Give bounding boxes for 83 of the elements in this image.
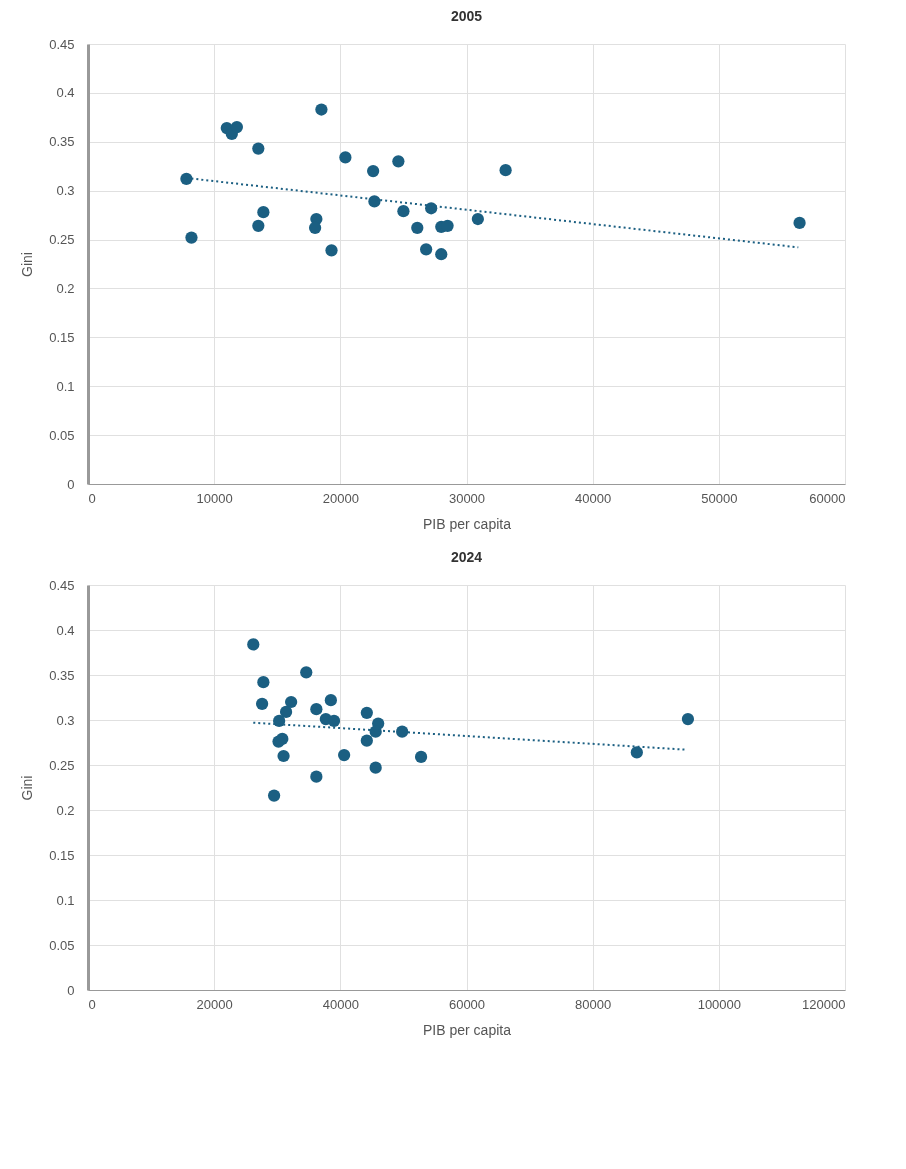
point [279, 705, 293, 719]
chart-title: 2005 [450, 8, 483, 24]
point [185, 231, 198, 244]
point [411, 221, 424, 234]
y-tick-label: 0.4 [56, 622, 75, 638]
point [360, 734, 373, 747]
y-tick-label: 0.05 [49, 937, 75, 953]
point [315, 103, 328, 116]
point [277, 749, 290, 763]
point [471, 212, 484, 226]
x-tick-label: 0 [88, 490, 96, 506]
point [325, 244, 338, 257]
y-tick-label: 0.25 [49, 757, 75, 773]
y-tick-label: 0.1 [56, 378, 75, 394]
point [630, 746, 643, 759]
x-tick-label: 120000 [802, 996, 846, 1012]
x-axis-title: PIB per capita [423, 1021, 512, 1038]
y-axis-title: Gini [19, 252, 36, 277]
point [247, 638, 260, 651]
x-tick-label: 40000 [575, 490, 612, 506]
point [360, 706, 373, 719]
y-axis-title: Gini [19, 775, 36, 801]
point [273, 714, 286, 728]
point [252, 219, 265, 232]
point [257, 206, 270, 219]
x-tick-label: 0 [88, 996, 96, 1012]
point [392, 155, 405, 168]
point [310, 703, 323, 716]
x-tick-label: 60000 [448, 996, 486, 1012]
y-tick-label: 0.2 [56, 280, 75, 296]
y-tick-label: 0.3 [56, 712, 75, 728]
y-tick-label: 0.35 [49, 134, 75, 150]
x-tick-label: 20000 [322, 490, 359, 506]
point [414, 750, 428, 764]
x-tick-label: 20000 [196, 996, 233, 1012]
point [180, 172, 193, 186]
y-tick-label: 0.3 [56, 183, 75, 199]
point [230, 121, 243, 134]
y-tick-label: 0.15 [49, 329, 75, 345]
point [324, 694, 337, 707]
x-tick-label: 40000 [322, 996, 359, 1012]
x-tick-label: 10000 [196, 490, 233, 506]
point [435, 248, 448, 261]
y-tick-label: 0.1 [56, 892, 75, 908]
point [255, 697, 269, 710]
y-tick-label: 0.45 [49, 577, 75, 593]
y-tick-label: 0.2 [56, 802, 75, 818]
x-axis-title: PIB per capita [423, 515, 512, 532]
point [267, 789, 281, 802]
point [308, 221, 322, 234]
y-tick-label: 0.4 [56, 85, 75, 101]
x-tick-label: 100000 [697, 996, 742, 1012]
point [420, 243, 433, 256]
point [367, 165, 380, 178]
x-tick-label: 30000 [448, 490, 486, 506]
point [272, 735, 285, 748]
point [310, 770, 323, 783]
point [327, 714, 341, 728]
point [396, 725, 409, 738]
point [499, 164, 512, 177]
y-tick-label: 0 [67, 476, 75, 492]
point [793, 216, 806, 230]
y-tick-label: 0.05 [49, 427, 75, 443]
point [368, 195, 381, 208]
point [337, 748, 351, 762]
point [285, 695, 298, 709]
x-tick-label: 80000 [575, 996, 612, 1012]
y-tick-label: 0.45 [49, 36, 75, 52]
chart-title: 2024 [450, 549, 483, 565]
x-tick-label: 60000 [809, 490, 846, 506]
point [300, 666, 313, 679]
x-tick-label: 50000 [701, 490, 738, 506]
y-tick-label: 0 [67, 982, 75, 998]
y-tick-label: 0.35 [49, 667, 75, 683]
y-tick-label: 0.15 [49, 847, 75, 863]
point [339, 151, 352, 164]
point [369, 761, 382, 774]
point [257, 676, 270, 689]
point [397, 205, 410, 218]
point [425, 202, 438, 215]
y-tick-label: 0.25 [49, 232, 75, 248]
point [681, 712, 695, 726]
point [252, 142, 265, 155]
